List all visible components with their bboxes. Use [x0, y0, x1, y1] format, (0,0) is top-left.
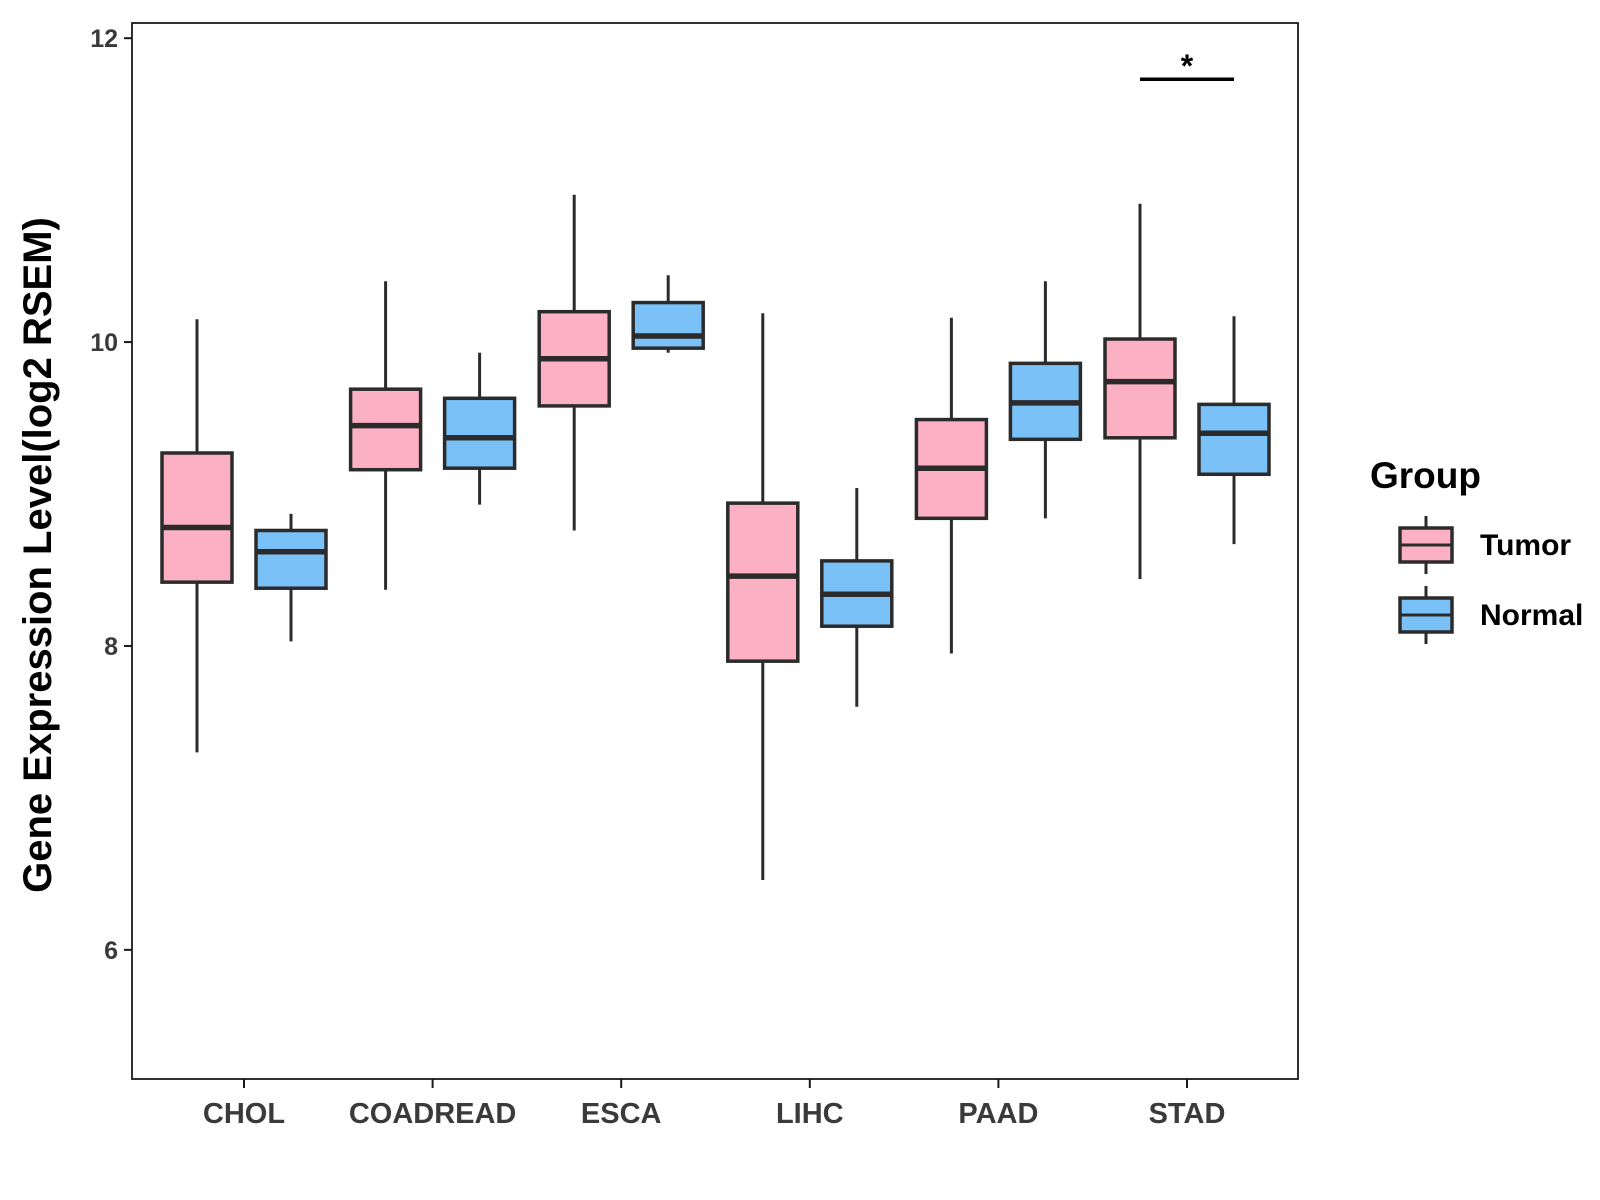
- y-tick-label: 6: [104, 937, 118, 965]
- y-axis-title: Gene Expression Level(log2 RSEM): [16, 217, 60, 893]
- box-iqr: [1197, 402, 1271, 477]
- box-normal-lihc: [820, 487, 894, 707]
- box-tumor-chol: [160, 319, 234, 753]
- x-tick-label: ESCA: [581, 1098, 662, 1130]
- plot-border: [131, 22, 1299, 1080]
- box-iqr: [254, 528, 328, 590]
- box-normal-esca: [631, 275, 705, 353]
- x-tick-label: PAAD: [958, 1098, 1038, 1130]
- box-normal-coadread: [442, 352, 517, 505]
- x-tick-label: CHOL: [203, 1098, 285, 1130]
- legend: Group Tumor Normal: [1370, 455, 1583, 644]
- x-tick-label: STAD: [1149, 1098, 1226, 1130]
- box-iqr: [631, 300, 705, 350]
- box-tumor-lihc: [726, 313, 800, 880]
- legend-item-tumor: Tumor: [1398, 516, 1571, 574]
- box-iqr: [726, 501, 800, 663]
- box-tumor-coadread: [348, 281, 423, 590]
- box-iqr: [442, 396, 517, 470]
- y-tick-label: 12: [90, 25, 118, 53]
- legend-item-normal: Normal: [1398, 586, 1583, 644]
- box-normal-paad: [1008, 281, 1083, 519]
- y-tick-label: 8: [104, 633, 118, 661]
- box-tumor-stad: [1103, 203, 1177, 580]
- box-iqr: [160, 451, 234, 584]
- box-tumor-paad: [914, 317, 989, 654]
- significance-label: *: [1181, 48, 1194, 84]
- legend-label: Normal: [1480, 599, 1583, 632]
- plot-area: *: [160, 48, 1271, 880]
- y-tick-label: 10: [90, 329, 118, 357]
- x-tick-label: LIHC: [776, 1098, 844, 1130]
- box-normal-chol: [254, 513, 328, 642]
- legend-title: Group: [1370, 455, 1481, 496]
- legend-label: Tumor: [1480, 529, 1571, 562]
- box-normal-stad: [1197, 316, 1271, 545]
- box-tumor-esca: [537, 194, 611, 531]
- box-iqr: [348, 387, 423, 472]
- box-iqr: [1103, 337, 1177, 440]
- x-tick-label: COADREAD: [349, 1098, 517, 1130]
- axes: 6 8 10 12 CHOL COADREAD ESCA LIHC PAAD STAD: [90, 22, 1299, 1130]
